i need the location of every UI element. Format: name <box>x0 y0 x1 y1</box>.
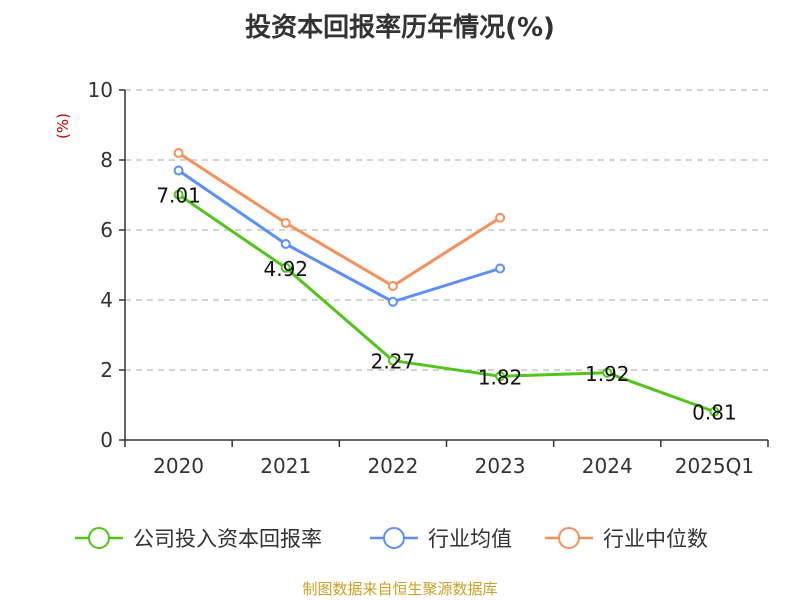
series-point <box>387 281 398 291</box>
series-point <box>280 218 291 228</box>
legend-marker <box>383 527 405 549</box>
legend-marker <box>558 527 580 549</box>
series-point <box>495 371 506 382</box>
series-point <box>495 212 506 223</box>
y-tick-label: 6 <box>100 218 113 242</box>
series-point <box>280 262 291 273</box>
legend-label: 行业中位数 <box>603 527 708 551</box>
series-line <box>177 151 501 288</box>
series-point <box>495 263 506 274</box>
data-label: 2.27 <box>371 350 416 374</box>
y-tick-label: 2 <box>100 358 113 382</box>
data-label: 1.92 <box>585 362 630 386</box>
legend-label: 公司投入资本回报率 <box>133 527 322 551</box>
x-tick-label: 2021 <box>260 454 311 478</box>
y-tick-label: 4 <box>100 288 113 312</box>
data-label: 7.01 <box>156 184 201 208</box>
series-point <box>173 148 184 158</box>
data-label: 1.82 <box>478 365 523 389</box>
legend-item[interactable]: 行业均值 <box>370 527 512 551</box>
legend-item[interactable]: 公司投入资本回报率 <box>75 527 322 551</box>
data-label: 4.92 <box>263 257 308 281</box>
legend: 公司投入资本回报率 行业均值 行业中位数 <box>75 527 708 551</box>
source-note: 制图数据来自恒生聚源数据库 <box>302 580 497 598</box>
series-point <box>387 355 398 366</box>
legend-item[interactable]: 行业中位数 <box>545 527 708 551</box>
chart-title: 投资本回报率历年情况(%) <box>245 12 555 43</box>
data-label: 0.81 <box>692 401 737 425</box>
series-point <box>173 165 184 176</box>
series-point <box>602 367 613 378</box>
series-point <box>280 239 291 249</box>
legend-marker <box>88 527 110 549</box>
y-tick-label: 0 <box>100 428 113 452</box>
series-line <box>177 169 501 304</box>
grid-lines <box>125 89 768 371</box>
y-tick-label: 8 <box>100 148 113 172</box>
x-tick-label: 2020 <box>153 454 204 478</box>
x-tick-label: 2023 <box>475 454 526 478</box>
legend-label: 行业均值 <box>428 527 512 551</box>
axes: 0 2 4 6 8 10 2020 2021 2022 2023 2024 2025Q1 <box>88 78 769 478</box>
x-tick-label: 2022 <box>367 454 418 478</box>
y-tick-label: 10 <box>88 78 113 102</box>
series-point <box>709 406 720 417</box>
series-point <box>173 189 184 200</box>
y-axis-unit: (%) <box>54 113 72 139</box>
series-line <box>177 193 715 414</box>
series-layer: 7.01 4.92 2.27 1.82 1.92 0.81 <box>156 148 737 425</box>
series-point <box>387 296 398 307</box>
x-tick-label: 2024 <box>582 454 633 478</box>
x-tick-label: 2025Q1 <box>675 454 754 478</box>
